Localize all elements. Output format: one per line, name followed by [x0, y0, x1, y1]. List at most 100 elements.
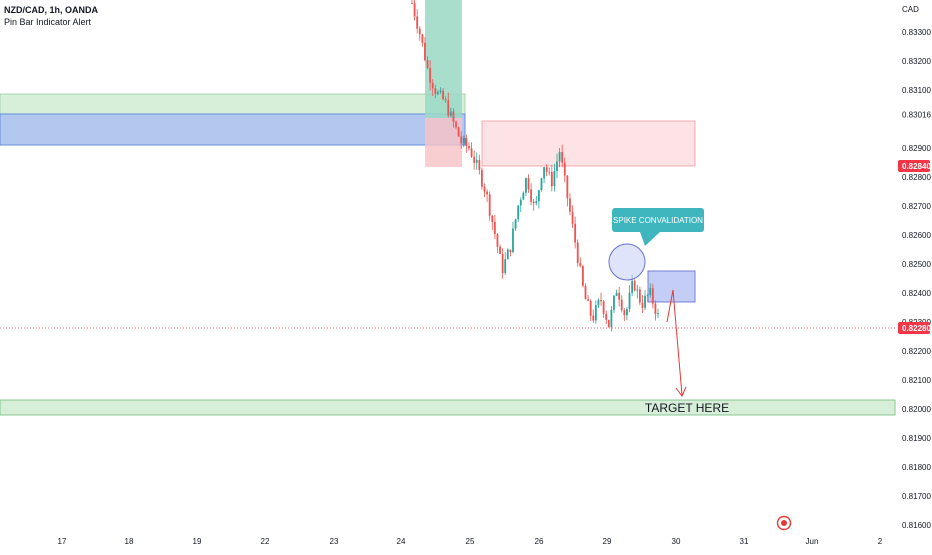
y-tick-label: 0.83300: [902, 28, 931, 37]
candle-up: [537, 190, 540, 202]
candle-down: [550, 172, 553, 187]
candle-down: [470, 148, 473, 157]
candle-up: [657, 313, 659, 314]
candle-down: [465, 138, 468, 146]
x-tick-label: Jun: [806, 537, 819, 546]
x-tick-label: 17: [58, 537, 67, 546]
candle-down: [651, 288, 654, 304]
candle-down: [421, 34, 424, 43]
candle-down: [620, 299, 623, 311]
candle-down: [561, 152, 564, 163]
candle-up: [613, 295, 615, 310]
candle-up: [626, 308, 628, 316]
candle-down: [545, 167, 548, 172]
candle-up: [610, 309, 613, 328]
y-tick-label: 0.82400: [902, 289, 931, 298]
candle-down: [584, 285, 587, 300]
x-tick-label: 24: [397, 537, 406, 546]
green-zone-target: [0, 399, 896, 416]
y-tick-label: 0.81700: [902, 492, 931, 501]
candle-up: [628, 292, 631, 309]
candle-down: [444, 99, 447, 101]
candle-down: [418, 28, 421, 35]
candle-down: [592, 315, 595, 321]
candle-down: [493, 222, 496, 235]
candle-down: [434, 88, 437, 94]
price-tag-current-text: 0.82280: [902, 324, 931, 333]
price-tag-upper-text: 0.82840: [902, 162, 931, 171]
x-tick-label: 2: [878, 537, 883, 546]
news-icon[interactable]: [776, 515, 792, 531]
candle-down: [579, 262, 582, 267]
y-tick-label: 0.83016: [902, 110, 931, 119]
y-tick-label: 0.81900: [902, 434, 931, 443]
candle-down: [638, 289, 641, 303]
candle-down: [460, 136, 463, 144]
y-tick-label: 0.81600: [902, 521, 931, 530]
candle-up: [519, 199, 522, 206]
projection-arrow: [666, 289, 687, 397]
candle-down: [501, 253, 504, 274]
x-tick-label: 26: [535, 537, 544, 546]
candle-up: [556, 161, 558, 172]
x-tick-label: 19: [193, 537, 202, 546]
candle-up: [631, 281, 634, 293]
candle-up: [449, 111, 452, 116]
y-tick-label: 0.82500: [902, 260, 931, 269]
green-vertical-zone: [425, 0, 462, 118]
candle-down: [569, 198, 571, 212]
candle-down: [527, 178, 530, 190]
y-tick-label: 0.82000: [902, 405, 931, 414]
candle-down: [509, 249, 512, 253]
chart-header: NZD/CAD, 1h, OANDA Pin Bar Indicator Ale…: [4, 4, 98, 28]
price-tag-upper: 0.82840: [898, 160, 931, 172]
candle-down: [607, 319, 610, 328]
candle-up: [522, 192, 525, 200]
candle-down: [424, 42, 426, 61]
candle-down: [491, 215, 494, 223]
candle-down: [548, 171, 551, 173]
candle-up: [636, 289, 639, 291]
y-tick-label: 0.83100: [902, 86, 931, 95]
candle-down: [442, 90, 444, 100]
candles: [411, 0, 659, 332]
candle-up: [535, 201, 538, 204]
candle-down: [486, 191, 488, 195]
candle-down: [605, 313, 608, 320]
y-tick-label: 0.82200: [902, 347, 931, 356]
candle-up: [512, 228, 514, 253]
candle-down: [481, 169, 483, 187]
axis-currency: CAD: [902, 5, 919, 14]
candle-down: [600, 299, 602, 302]
y-tick-label: 0.81800: [902, 463, 931, 472]
y-axis: 0.83300 0.83200 0.83100 0.83016 0.82900 0.828…: [902, 28, 931, 530]
candle-up: [615, 292, 618, 296]
candle-up: [553, 171, 556, 187]
candle-up: [439, 90, 442, 93]
candle-down: [571, 211, 574, 224]
x-tick-label: 23: [330, 537, 339, 546]
candle-down: [623, 310, 626, 316]
y-tick-label: 0.82700: [902, 202, 931, 211]
candle-down: [483, 186, 486, 192]
green-zone-upper: [0, 93, 466, 117]
candle-up: [543, 167, 545, 179]
x-tick-label: 29: [603, 537, 612, 546]
candle-up: [597, 299, 600, 306]
candle-up: [525, 178, 527, 193]
candle-down: [478, 160, 481, 170]
candle-down: [411, 3, 413, 4]
candle-down: [589, 300, 592, 316]
candle-down: [530, 189, 533, 202]
blue-zone-upper: [0, 113, 466, 146]
candle-down: [431, 82, 434, 89]
candle-up: [506, 249, 509, 260]
candle-down: [602, 301, 605, 314]
candle-up: [504, 259, 507, 274]
y-tick-label: 0.82600: [902, 231, 931, 240]
candle-up: [558, 152, 561, 162]
x-tick-label: 22: [261, 537, 270, 546]
candle-down: [468, 145, 470, 149]
